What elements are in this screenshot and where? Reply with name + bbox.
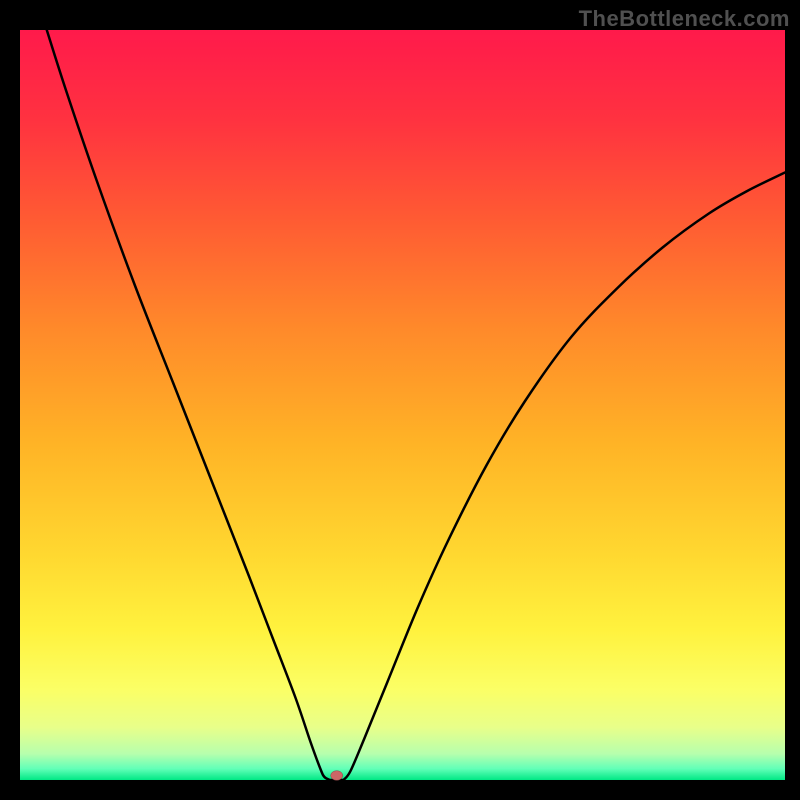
bottleneck-chart: TheBottleneck.com (0, 0, 800, 800)
chart-canvas (0, 0, 800, 800)
watermark-text: TheBottleneck.com (579, 6, 790, 32)
optimum-marker (331, 771, 343, 781)
